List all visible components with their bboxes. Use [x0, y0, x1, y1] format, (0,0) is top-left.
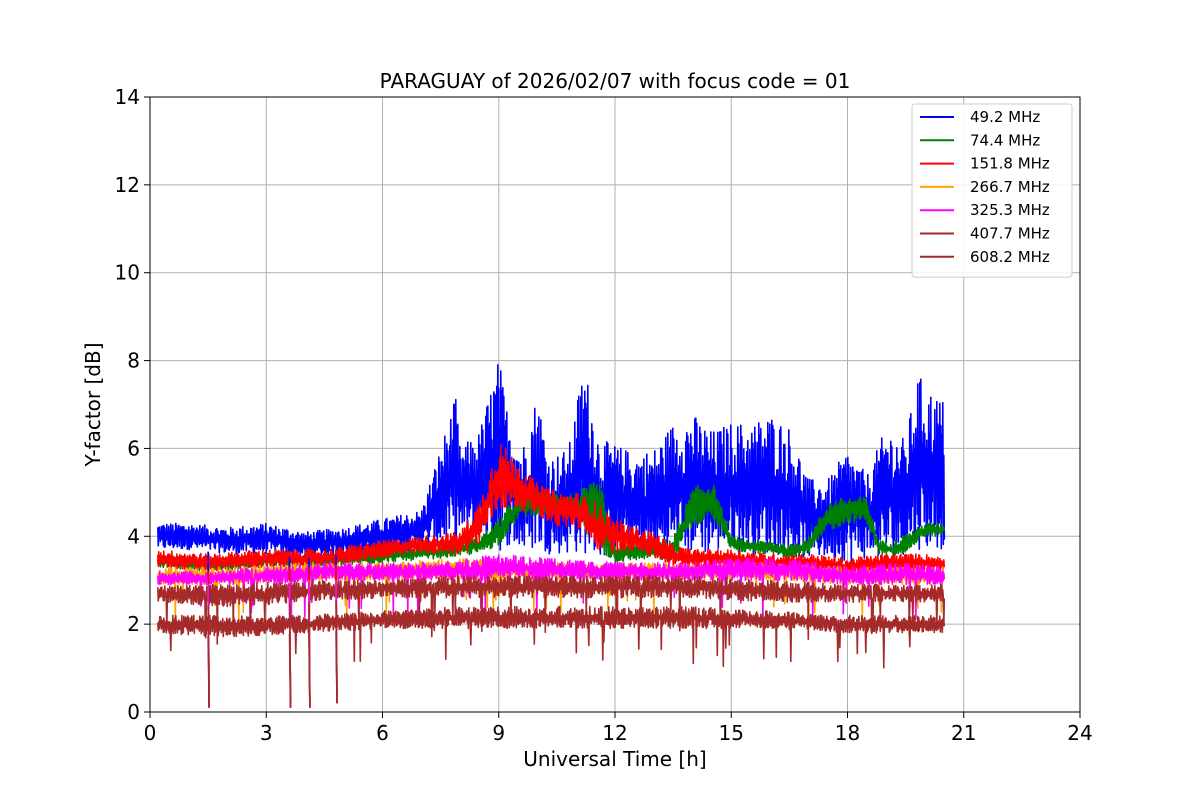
legend-entry: 407.7 MHz	[970, 225, 1050, 243]
series-line	[157, 444, 946, 576]
legend-entry: 266.7 MHz	[970, 178, 1050, 196]
legend-entry: 151.8 MHz	[970, 155, 1050, 173]
legend: 49.2 MHz 74.4 MHz 151.8 MHz 266.7 MHz 325.3…	[911, 103, 1073, 278]
x-tick-label: 21	[951, 721, 976, 745]
x-tick-label: 6	[376, 721, 389, 745]
dropout-mark	[308, 632, 311, 708]
dropout-mark	[335, 631, 338, 704]
legend-entry: 608.2 MHz	[970, 248, 1050, 266]
plot-area	[157, 364, 946, 708]
chart-title: PARAGUAY of 2026/02/07 with focus code =…	[380, 69, 851, 93]
y-axis-label: Y-factor [dB]	[81, 342, 105, 467]
y-tick-label: 2	[127, 612, 140, 636]
x-tick-label: 15	[719, 721, 744, 745]
y-tick-label: 14	[115, 85, 140, 109]
x-tick-label: 18	[835, 721, 860, 745]
x-tick-label: 9	[492, 721, 505, 745]
dropout-mark	[288, 633, 292, 708]
y-tick-label: 10	[115, 261, 140, 285]
y-tick-label: 6	[127, 436, 140, 460]
legend-entry: 325.3 MHz	[970, 201, 1050, 219]
y-tick-label: 0	[127, 700, 140, 724]
x-tick-label: 12	[602, 721, 627, 745]
dropout-mark	[207, 636, 210, 708]
x-axis-label: Universal Time [h]	[523, 747, 706, 771]
x-tick-label: 3	[260, 721, 273, 745]
y-tick-label: 8	[127, 349, 140, 373]
y-tick-label: 4	[127, 524, 140, 548]
x-tick-label: 24	[1067, 721, 1092, 745]
legend-entry: 49.2 MHz	[970, 108, 1040, 126]
x-tick-label: 0	[144, 721, 157, 745]
legend-entry: 74.4 MHz	[970, 131, 1040, 149]
y-tick-label: 12	[115, 173, 140, 197]
